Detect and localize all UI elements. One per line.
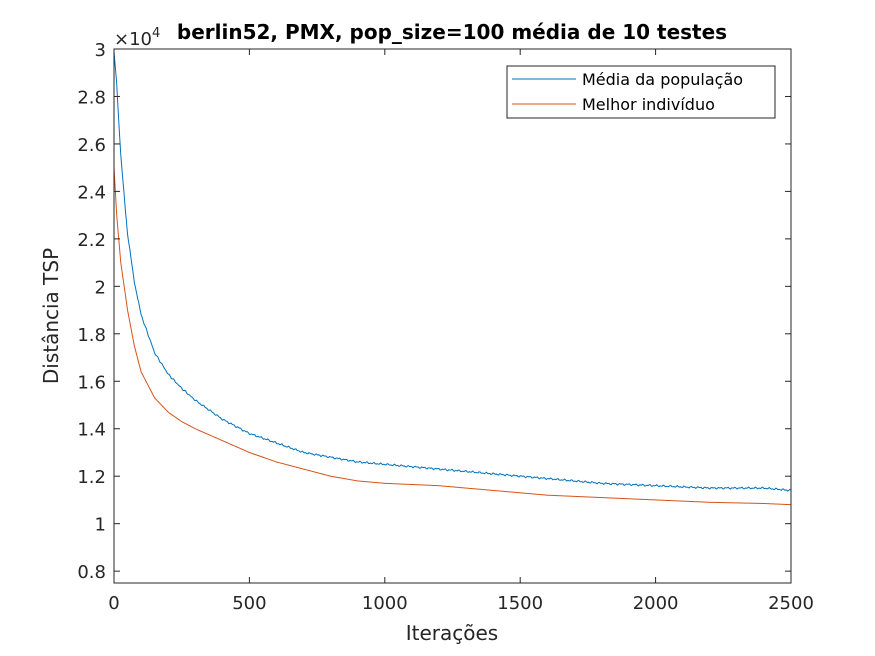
- y-tick-label: 2: [95, 277, 106, 298]
- y-tick-label: 1.4: [77, 420, 106, 441]
- y-tick-label: 1.8: [77, 325, 106, 346]
- chart-title: berlin52, PMX, pop_size=100 média de 10 …: [177, 20, 727, 44]
- series-line-0: [113, 51, 792, 492]
- y-tick-label: 1.2: [77, 467, 106, 488]
- y-tick-label: 2.6: [77, 135, 106, 156]
- plot-area: [114, 49, 791, 583]
- y-exponent-base: ×10: [114, 29, 152, 50]
- series-line-1: [113, 167, 792, 506]
- y-tick-label: 2.2: [77, 230, 106, 251]
- y-exponent-power: 4: [152, 26, 160, 41]
- x-tick-label: 2000: [633, 593, 679, 614]
- x-tick-label: 1500: [497, 593, 543, 614]
- y-tick-label: 3: [95, 40, 106, 61]
- axes-box: [113, 48, 792, 584]
- y-axis-ticks: 0.8 1 1.2 1.4 1.6 1.8 2 2.2 2.4 2.6 2.8 3: [77, 40, 791, 583]
- x-axis-ticks: 0 500 1000 1500 2000 2500: [108, 49, 814, 614]
- legend: Média da população Melhor indivíduo: [506, 65, 776, 119]
- y-tick-label: 1.6: [77, 372, 106, 393]
- y-tick-label: 1: [95, 515, 106, 536]
- series-lines: [113, 51, 792, 506]
- legend-box: [506, 65, 776, 119]
- legend-label-media-populacao: Média da população: [582, 70, 743, 89]
- y-tick-label: 2.4: [77, 182, 106, 203]
- y-tick-label: 0.8: [77, 562, 106, 583]
- x-tick-label: 500: [232, 593, 266, 614]
- y-axis-label: Distância TSP: [39, 248, 63, 384]
- x-tick-label: 0: [108, 593, 119, 614]
- x-tick-label: 2500: [768, 593, 814, 614]
- legend-label-melhor-individuo: Melhor indivíduo: [582, 95, 715, 114]
- x-tick-label: 1000: [362, 593, 408, 614]
- x-axis-label: Iterações: [406, 621, 498, 645]
- y-tick-label: 2.8: [77, 87, 106, 108]
- y-exponent: ×104: [114, 26, 160, 50]
